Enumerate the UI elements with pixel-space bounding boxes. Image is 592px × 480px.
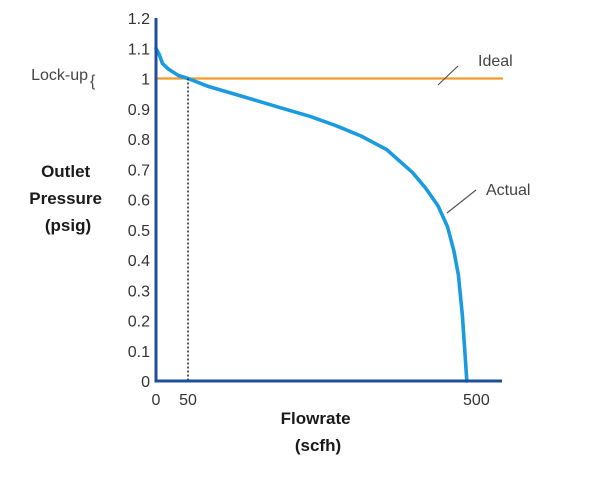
x-tick-label: 500	[463, 392, 490, 409]
y-tick-label: 0.6	[128, 193, 150, 210]
y-tick-label: 0.7	[128, 162, 150, 179]
y-tick-label: 0.3	[128, 283, 150, 300]
y-tick-label: 1.2	[128, 11, 150, 28]
y-axis-title-line-1: Outlet	[41, 162, 90, 181]
x-tick-labels: 0 50 500	[152, 392, 490, 409]
actual-leader-line	[446, 189, 477, 214]
y-tick-label: 0.9	[128, 102, 150, 119]
ideal-leader-line	[437, 65, 459, 86]
x-axis-title-line-1: Flowrate	[281, 409, 351, 428]
series-layer	[154, 46, 504, 383]
lockup-label: Lock-up	[31, 67, 88, 84]
y-tick-label: 0.8	[128, 132, 150, 149]
actual-label: Actual	[486, 182, 530, 199]
y-tick-label: 1	[141, 72, 150, 89]
lockup-brace: {	[90, 73, 96, 90]
y-tick-label: 0.2	[128, 314, 150, 331]
axes	[154, 18, 502, 383]
y-tick-label: 0.4	[128, 253, 150, 270]
y-axis-title: Outlet Pressure (psig)	[29, 162, 107, 235]
y-tick-label: 0.1	[128, 344, 150, 361]
x-axis-title-line-2: (scfh)	[295, 436, 341, 455]
x-axis-title: Flowrate (scfh)	[281, 409, 356, 455]
series-line-actual	[154, 46, 469, 383]
y-tick-label: 0.5	[128, 223, 150, 240]
x-tick-label: 0	[152, 392, 161, 409]
y-axis-title-line-2: Pressure	[29, 189, 102, 208]
y-axis-title-line-3: (psig)	[45, 216, 91, 235]
y-tick-label: 0	[141, 374, 150, 391]
y-tick-label: 1.1	[128, 41, 150, 58]
y-tick-labels: 0 0.1 0.2 0.3 0.4 0.5 0.6 0.7 0.8 0.9 1 1.1 1.2	[128, 11, 150, 391]
ideal-label: Ideal	[478, 53, 513, 70]
x-tick-label: 50	[179, 392, 197, 409]
